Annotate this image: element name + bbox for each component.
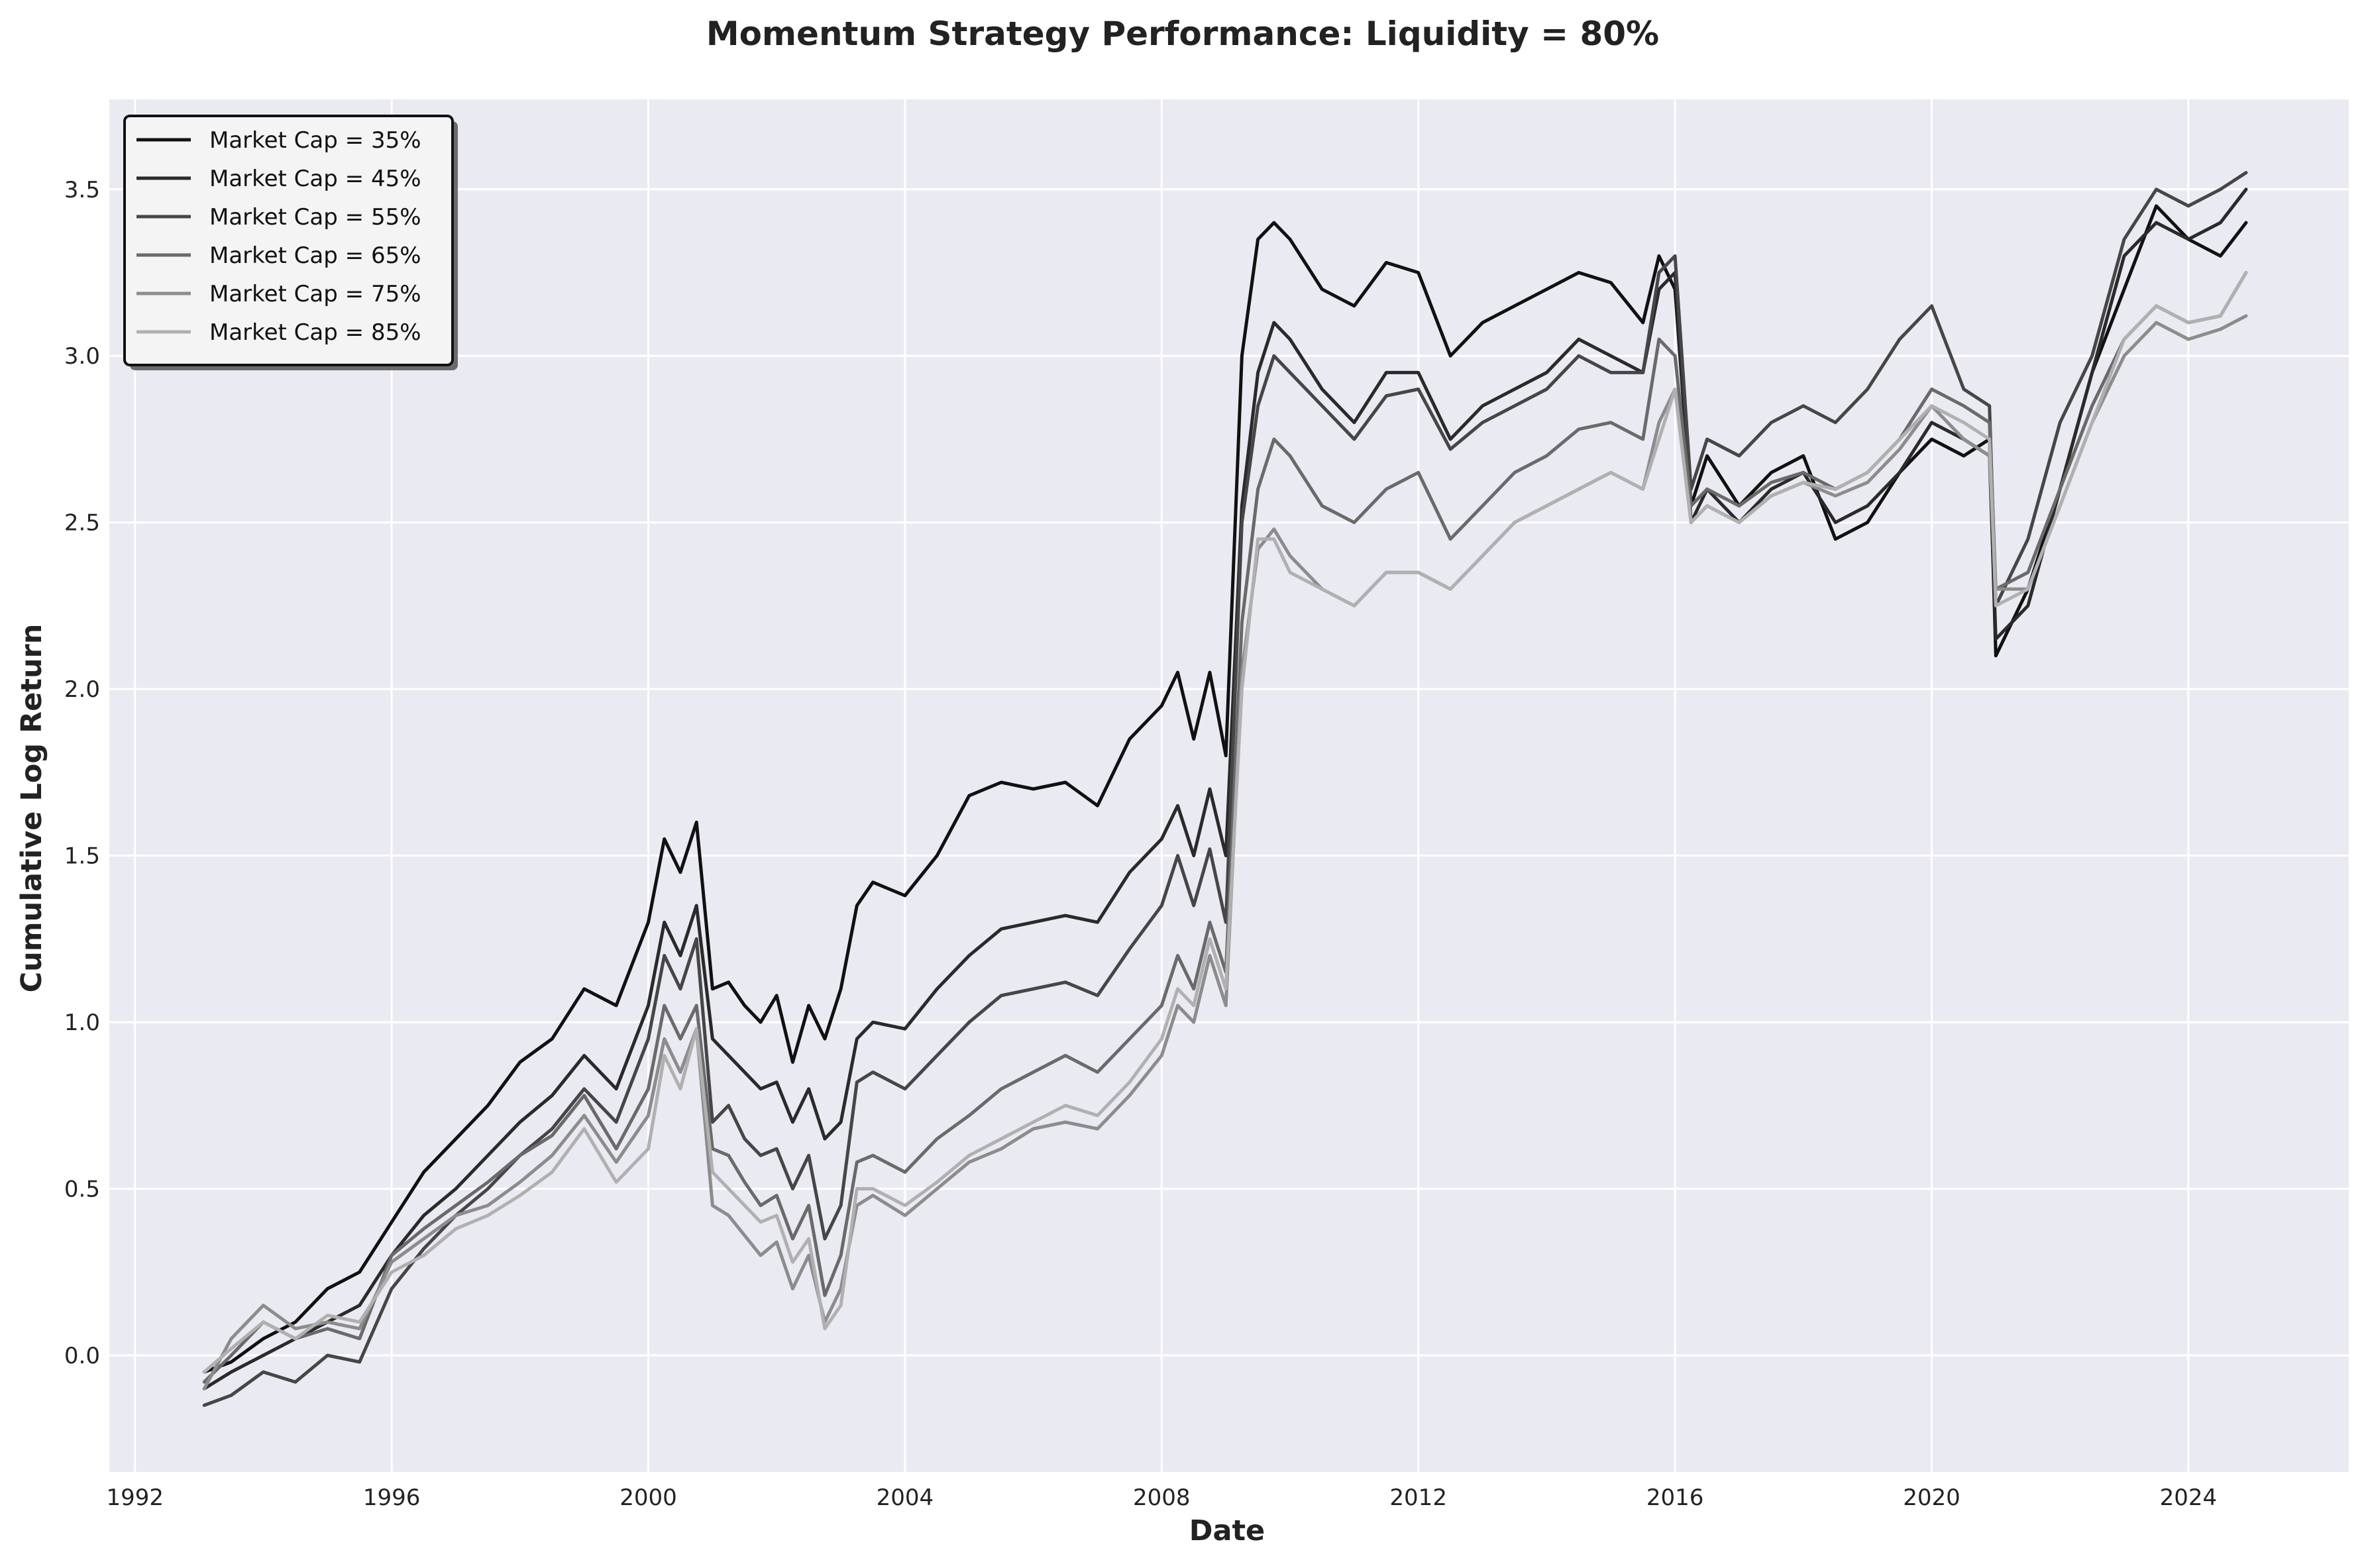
x-tick-label: 1996 [363,1485,421,1511]
series-layer [202,171,2248,1407]
x-tick-label: 2024 [2160,1485,2218,1511]
series-line [202,187,2248,1390]
y-axis-label: Cumulative Log Return [15,624,48,993]
legend-label: Market Cap = 45% [209,166,421,192]
x-tick-label: 2016 [1646,1485,1704,1511]
series-line [202,204,2248,1374]
y-tick-label: 3.5 [64,177,100,203]
y-tick-label: 3.0 [64,343,100,370]
x-tick-label: 2020 [1903,1485,1961,1511]
x-tick-label: 2008 [1133,1485,1191,1511]
x-tick-label: 2012 [1389,1485,1447,1511]
y-tick-label: 0.5 [64,1176,100,1203]
series-line [202,171,2248,1407]
y-tick-label: 2.5 [64,510,100,537]
legend: Market Cap = 35% Market Cap = 45% Market C… [123,115,458,370]
chart-title: Momentum Strategy Performance: Liquidity… [706,15,1659,53]
x-axis-label: Date [1189,1514,1265,1547]
series-line [202,314,2248,1390]
series-line [202,271,2248,1374]
legend-box [123,115,454,366]
legend-label: Market Cap = 65% [209,242,421,269]
legend-label: Market Cap = 75% [209,281,421,307]
y-tick-label: 1.5 [64,843,100,870]
x-tick-label: 2000 [619,1485,677,1511]
y-tick-label: 1.0 [64,1010,100,1036]
x-tick-label: 1992 [106,1485,164,1511]
legend-label: Market Cap = 55% [209,204,421,231]
y-tick-label: 2.0 [64,676,100,703]
legend-label: Market Cap = 85% [209,319,421,346]
legend-label: Market Cap = 35% [209,127,421,154]
ticks: 1992 1996 2000 2004 2008 2012 2016 2020 2024 0.0 0… [64,177,2217,1511]
x-tick-label: 2004 [877,1485,934,1511]
y-tick-label: 0.0 [64,1343,100,1369]
